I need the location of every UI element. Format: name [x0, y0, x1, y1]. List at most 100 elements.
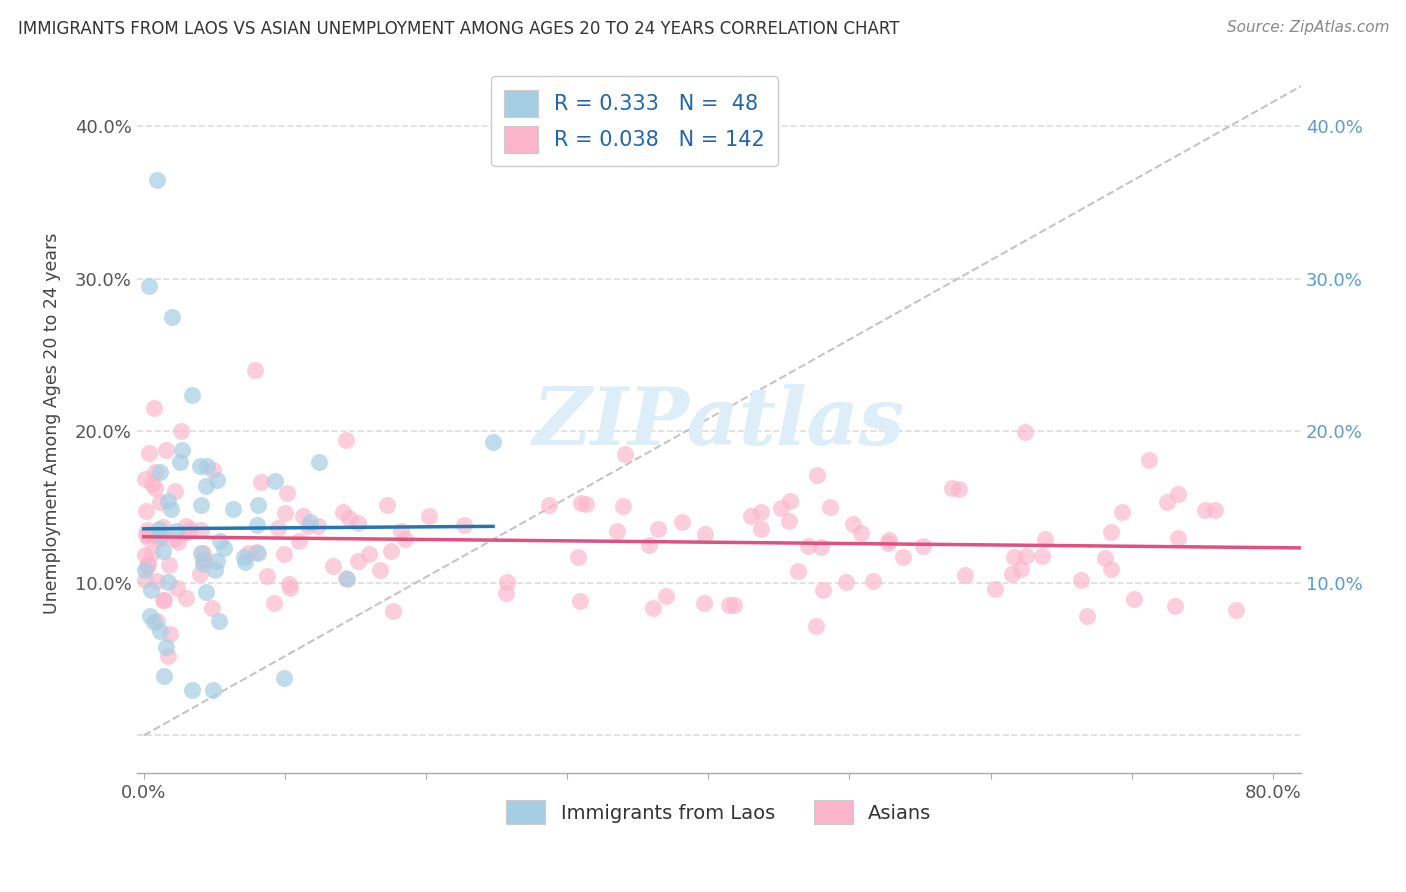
- Point: [718, 598, 741, 612]
- Point: [1156, 494, 1178, 508]
- Point: [537, 498, 560, 512]
- Point: [1164, 599, 1187, 614]
- Point: [194, 479, 217, 493]
- Point: [208, 614, 231, 628]
- Point: [879, 533, 901, 547]
- Point: [332, 505, 354, 519]
- Point: [145, 172, 167, 186]
- Point: [482, 435, 505, 450]
- Point: [136, 558, 159, 572]
- Point: [190, 566, 212, 581]
- Point: [380, 544, 402, 558]
- Point: [146, 574, 169, 589]
- Point: [166, 581, 188, 595]
- Point: [655, 589, 678, 603]
- Point: [1010, 562, 1032, 576]
- Point: [159, 626, 181, 640]
- Point: [165, 524, 187, 538]
- Point: [174, 591, 197, 605]
- Point: [357, 548, 380, 562]
- Point: [614, 446, 637, 460]
- Point: [955, 568, 977, 582]
- Point: [136, 531, 159, 545]
- Point: [191, 553, 214, 567]
- Point: [160, 501, 183, 516]
- Point: [322, 558, 344, 573]
- Point: [155, 443, 177, 458]
- Point: [143, 481, 166, 495]
- Point: [256, 569, 278, 583]
- Point: [381, 604, 404, 618]
- Point: [1014, 425, 1036, 439]
- Point: [723, 599, 745, 613]
- Point: [453, 517, 475, 532]
- Point: [693, 596, 716, 610]
- Point: [195, 459, 218, 474]
- Point: [1001, 566, 1024, 581]
- Point: [647, 522, 669, 536]
- Point: [984, 582, 1007, 596]
- Point: [797, 539, 820, 553]
- Point: [1015, 549, 1038, 563]
- Point: [157, 575, 180, 590]
- Point: [1137, 453, 1160, 467]
- Text: IMMIGRANTS FROM LAOS VS ASIAN UNEMPLOYMENT AMONG AGES 20 TO 24 YEARS CORRELATION: IMMIGRANTS FROM LAOS VS ASIAN UNEMPLOYME…: [18, 20, 900, 37]
- Point: [141, 582, 163, 597]
- Point: [165, 483, 187, 498]
- Point: [264, 474, 287, 488]
- Point: [1099, 562, 1122, 576]
- Point: [337, 511, 360, 525]
- Point: [142, 401, 165, 415]
- Point: [1033, 533, 1056, 547]
- Point: [246, 517, 269, 532]
- Point: [1111, 505, 1133, 519]
- Point: [1070, 573, 1092, 587]
- Point: [307, 519, 329, 533]
- Point: [205, 473, 228, 487]
- Point: [368, 563, 391, 577]
- Point: [143, 615, 166, 630]
- Point: [148, 522, 170, 536]
- Point: [806, 467, 828, 482]
- Point: [891, 549, 914, 564]
- Point: [571, 496, 593, 510]
- Legend: Immigrants from Laos, Asians: Immigrants from Laos, Asians: [496, 790, 941, 834]
- Point: [263, 596, 285, 610]
- Point: [153, 593, 176, 607]
- Point: [236, 546, 259, 560]
- Point: [1031, 549, 1053, 563]
- Point: [876, 536, 898, 550]
- Point: [291, 508, 314, 523]
- Point: [190, 498, 212, 512]
- Point: [911, 539, 934, 553]
- Point: [287, 533, 309, 548]
- Point: [136, 523, 159, 537]
- Point: [170, 424, 193, 438]
- Point: [693, 527, 716, 541]
- Point: [180, 682, 202, 697]
- Point: [243, 363, 266, 377]
- Point: [233, 555, 256, 569]
- Point: [273, 506, 295, 520]
- Point: [818, 500, 841, 515]
- Point: [136, 558, 159, 573]
- Point: [190, 546, 212, 560]
- Point: [277, 577, 299, 591]
- Point: [152, 669, 174, 683]
- Point: [641, 600, 664, 615]
- Point: [1076, 608, 1098, 623]
- Point: [138, 526, 160, 541]
- Point: [138, 446, 160, 460]
- Point: [851, 526, 873, 541]
- Point: [778, 515, 800, 529]
- Point: [948, 482, 970, 496]
- Point: [156, 648, 179, 663]
- Point: [159, 558, 181, 572]
- Point: [862, 574, 884, 588]
- Point: [174, 519, 197, 533]
- Point: [141, 476, 163, 491]
- Point: [273, 547, 295, 561]
- Point: [941, 481, 963, 495]
- Point: [245, 545, 267, 559]
- Point: [135, 528, 157, 542]
